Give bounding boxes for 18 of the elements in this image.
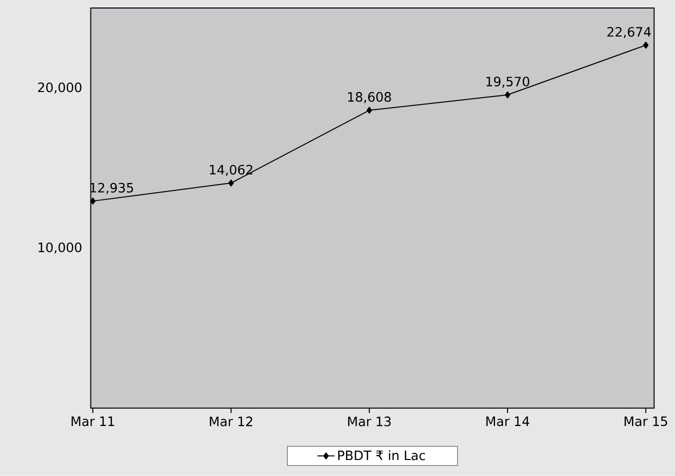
data-label: 22,674: [607, 27, 651, 38]
data-label: 18,608: [348, 92, 391, 104]
point: [643, 42, 649, 49]
x-tick-label: Mar 15: [624, 416, 668, 426]
data-label: 19,570: [486, 76, 530, 88]
y-tick-label: 20,000: [38, 82, 82, 94]
legend-label: PBDT ₹ in Lac: [338, 450, 425, 460]
point: [366, 106, 372, 114]
point: [90, 198, 96, 205]
data-label: 12,935: [90, 182, 134, 194]
point: [504, 92, 510, 98]
data-label: 14,062: [210, 164, 252, 176]
x-tick-label: Mar 13: [348, 416, 391, 426]
x-tick-label: Mar 11: [72, 416, 114, 426]
point: [228, 180, 234, 187]
x-tick-label: Mar 12: [210, 416, 252, 426]
y-tick-label: 10,000: [38, 242, 82, 254]
x-tick-label: Mar 14: [486, 416, 530, 426]
